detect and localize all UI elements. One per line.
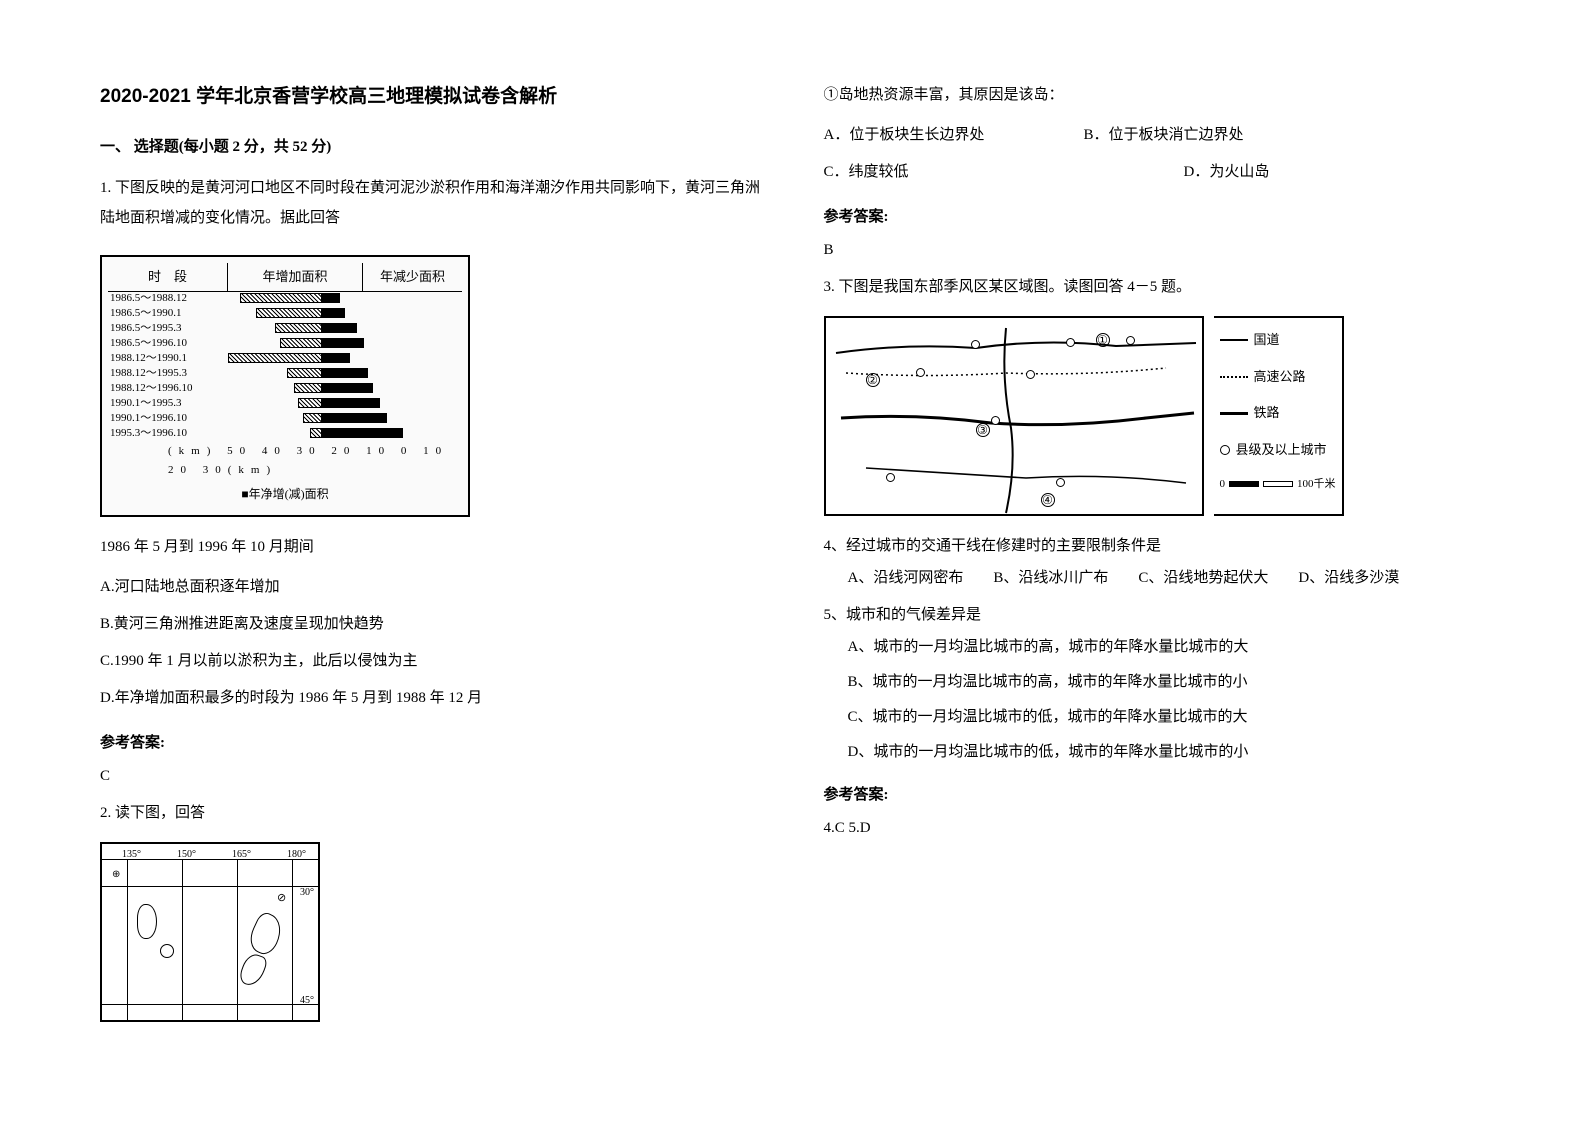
bar-axis: (km) 50 40 30 20 10 0 10 20 30(km) [108, 442, 462, 482]
q5-optB: B、城市的一月均温比城市的高，城市的年降水量比城市的小 [824, 669, 1488, 696]
q4-optC: C、沿线地势起伏大 [1138, 565, 1268, 592]
coord: 150° [177, 846, 196, 864]
bar-chart: 时 段 年增加面积 年减少面积 1986.5～1988.12 1986.5～19… [100, 255, 470, 517]
q3-stem: 3. 下图是我国东部季风区某区域图。读图回答 4－5 题。 [824, 272, 1488, 302]
scale-100: 100千米 [1297, 472, 1336, 496]
q4-optB: B、沿线冰川广布 [993, 565, 1108, 592]
q4-optA: A、沿线河网密布 [848, 565, 964, 592]
q4-optD: D、沿线多沙漠 [1298, 565, 1399, 592]
coord: 165° [232, 846, 251, 864]
scale-0: 0 [1220, 472, 1226, 496]
thick-line-icon [1220, 412, 1248, 415]
q2-optB: B．位于板块消亡边界处 [1084, 122, 1244, 149]
bar-chart-header: 时 段 年增加面积 年减少面积 [108, 263, 462, 291]
legend-label: 铁路 [1254, 399, 1280, 428]
map-legend: 国道 高速公路 铁路 县级及以上城市 0 100千米 [1214, 316, 1344, 516]
q2-figure: 135° 150° 165° 180° 30° 45° ⊕ ⊘ [100, 842, 764, 1022]
map-lines-icon [826, 318, 1206, 518]
q2-options-row1: A．位于板块生长边界处 B．位于板块消亡边界处 [824, 122, 1488, 149]
region-map: ① ② ③ ④ [824, 316, 1204, 516]
q5-optA: A、城市的一月均温比城市的高，城市的年降水量比城市的大 [824, 634, 1488, 661]
dashed-line-icon [1220, 376, 1248, 378]
map-oceania: 135° 150° 165° 180° 30° 45° ⊕ ⊘ [100, 842, 320, 1022]
exam-page: 2020-2021 学年北京香营学校高三地理模拟试卷含解析 一、 选择题(每小题… [100, 80, 1487, 1042]
legend-label: 国道 [1254, 326, 1280, 355]
q1-optA: A.河口陆地总面积逐年增加 [100, 574, 764, 601]
bar-legend: ■年净增(减)面积 [108, 481, 462, 509]
q2-stem: 2. 读下图，回答 [100, 798, 764, 828]
header-period: 时 段 [108, 263, 228, 290]
q1-caption: 1986 年 5 月到 1996 年 10 月期间 [100, 532, 764, 562]
line-icon [1220, 339, 1248, 341]
q2-optD: D．为火山岛 [1184, 159, 1270, 186]
header-decrease: 年减少面积 [362, 263, 462, 290]
q5-optD: D、城市的一月均温比城市的低，城市的年降水量比城市的小 [824, 739, 1488, 766]
coord: 180° [287, 846, 306, 864]
page-title: 2020-2021 学年北京香营学校高三地理模拟试卷含解析 [100, 80, 764, 114]
q1-stem: 1. 下图反映的是黄河河口地区不同时段在黄河泥沙淤积作用和海洋潮汐作用共同影响下… [100, 173, 764, 233]
coord: 45° [300, 992, 314, 1010]
legend-label: 高速公路 [1254, 363, 1306, 392]
q4-stem: 4、经过城市的交通干线在修建时的主要限制条件是 [824, 531, 1488, 561]
q3-answer-label: 参考答案: [824, 782, 1488, 809]
q1-optB: B.黄河三角洲推进距离及速度呈现加快趋势 [100, 611, 764, 638]
q2-answer: B [824, 237, 1488, 264]
bar-rows: 1986.5～1988.12 1986.5～1990.1 1986.5～1995… [108, 292, 462, 442]
q5-stem: 5、城市和的气候差异是 [824, 600, 1488, 630]
q1-optC: C.1990 年 1 月以前以淤积为主，此后以侵蚀为主 [100, 648, 764, 675]
q2-sub1: ①岛地热资源丰富，其原因是该岛： [824, 80, 1488, 110]
q1-answer: C [100, 763, 764, 790]
q3-answer: 4.C 5.D [824, 815, 1488, 842]
q2-answer-label: 参考答案: [824, 204, 1488, 231]
header-increase: 年增加面积 [228, 263, 362, 290]
legend-label: 县级及以上城市 [1236, 436, 1327, 465]
q2-options-row2: C．纬度较低 D．为火山岛 [824, 159, 1488, 186]
section-heading: 一、 选择题(每小题 2 分，共 52 分) [100, 134, 764, 161]
q2-optC: C．纬度较低 [824, 159, 1144, 186]
right-column: ①岛地热资源丰富，其原因是该岛： A．位于板块生长边界处 B．位于板块消亡边界处… [824, 80, 1488, 1042]
circle-icon [1220, 445, 1230, 455]
q3-figure: ① ② ③ ④ 国道 高速公路 铁路 县级及以上城市 0 100千米 [824, 316, 1488, 516]
q4-options: A、沿线河网密布 B、沿线冰川广布 C、沿线地势起伏大 D、沿线多沙漠 [824, 565, 1488, 592]
q2-optA: A．位于板块生长边界处 [824, 122, 1044, 149]
q5-optC: C、城市的一月均温比城市的低，城市的年降水量比城市的大 [824, 704, 1488, 731]
left-column: 2020-2021 学年北京香营学校高三地理模拟试卷含解析 一、 选择题(每小题… [100, 80, 764, 1042]
q1-optD: D.年净增加面积最多的时段为 1986 年 5 月到 1988 年 12 月 [100, 685, 764, 712]
legend-text: 年净增(减)面积 [249, 487, 329, 501]
q1-answer-label: 参考答案: [100, 730, 764, 757]
scale-bar: 0 100千米 [1220, 472, 1336, 496]
q1-figure: 时 段 年增加面积 年减少面积 1986.5～1988.12 1986.5～19… [100, 255, 764, 517]
coord: 135° [122, 846, 141, 864]
